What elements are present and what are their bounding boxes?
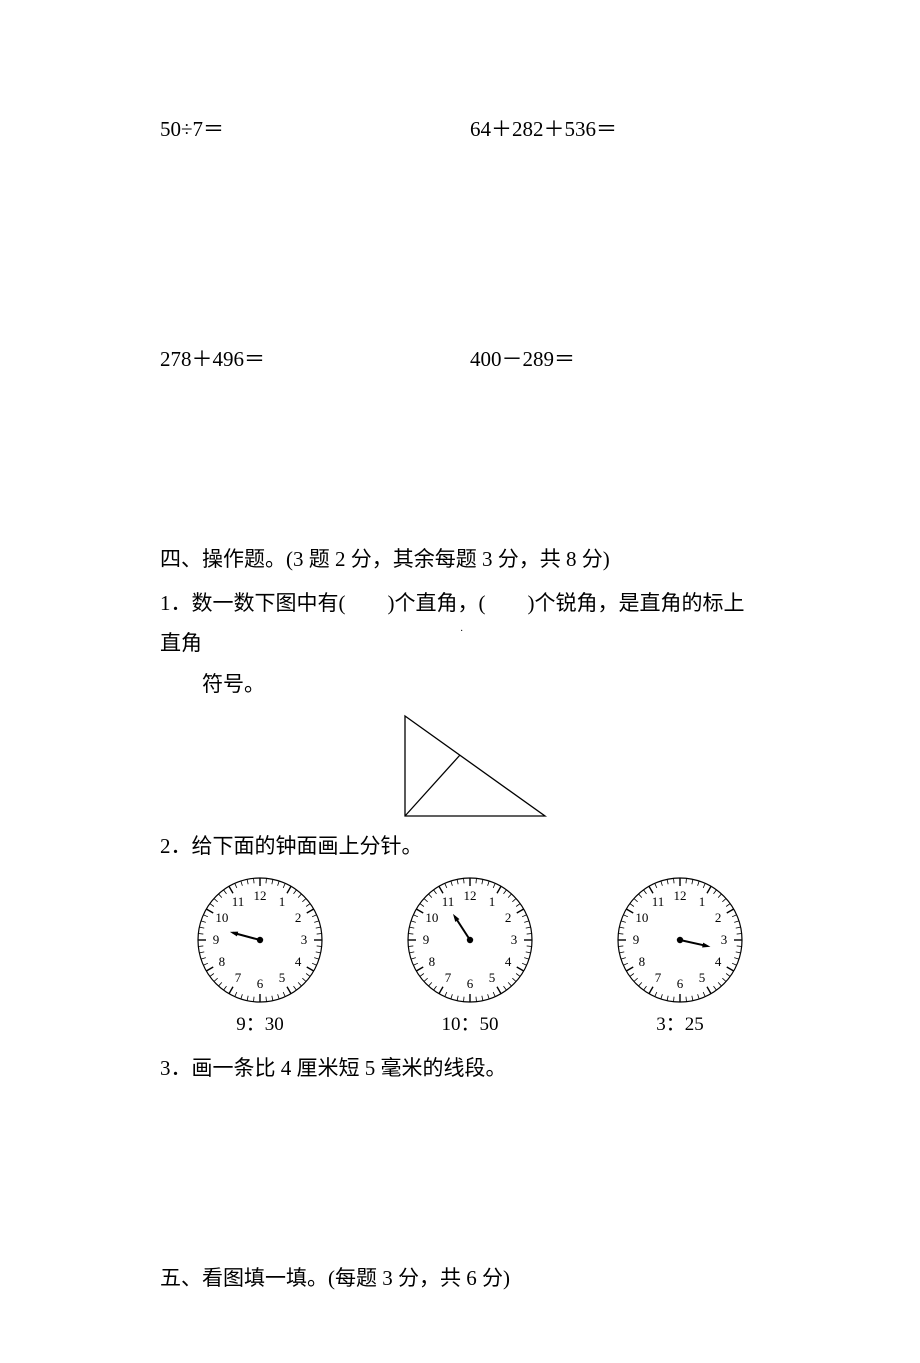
clock-1: 123456789101112 9：30 — [190, 875, 330, 1043]
svg-text:11: 11 — [442, 894, 455, 909]
svg-text:6: 6 — [467, 976, 474, 991]
svg-text:7: 7 — [235, 970, 242, 985]
svg-text:2: 2 — [715, 910, 722, 925]
svg-text:2: 2 — [295, 910, 302, 925]
svg-text:3: 3 — [301, 932, 308, 947]
svg-text:8: 8 — [429, 954, 436, 969]
svg-text:9: 9 — [633, 932, 640, 947]
clock-face-1: 123456789101112 — [190, 875, 330, 1005]
svg-text:6: 6 — [257, 976, 264, 991]
svg-text:3: 3 — [721, 932, 728, 947]
svg-text:5: 5 — [279, 970, 286, 985]
page-center-marker: · — [460, 622, 463, 641]
svg-text:1: 1 — [489, 894, 496, 909]
svg-text:10: 10 — [215, 910, 228, 925]
clock-face-2: 123456789101112 — [400, 875, 540, 1005]
clocks-row: 123456789101112 9：30 123456789101112 10：… — [190, 875, 765, 1043]
section-4-heading: 四、操作题。(3 题 2 分，其余每题 3 分，共 8 分) — [160, 540, 765, 580]
svg-text:7: 7 — [445, 970, 452, 985]
svg-text:10: 10 — [425, 910, 438, 925]
svg-text:1: 1 — [279, 894, 286, 909]
svg-text:11: 11 — [652, 894, 665, 909]
svg-text:4: 4 — [295, 954, 302, 969]
equation-2a: 278＋496＝ — [160, 340, 470, 380]
equation-1b: 64＋282＋536＝ — [470, 110, 765, 150]
svg-text:10: 10 — [635, 910, 648, 925]
svg-text:4: 4 — [715, 954, 722, 969]
svg-text:9: 9 — [213, 932, 220, 947]
clock-3: 123456789101112 3：25 — [610, 875, 750, 1043]
svg-text:5: 5 — [489, 970, 496, 985]
triangle-figure — [350, 711, 765, 821]
svg-text:3: 3 — [511, 932, 518, 947]
svg-text:5: 5 — [699, 970, 706, 985]
svg-text:8: 8 — [639, 954, 646, 969]
equation-row-1: 50÷7＝ 64＋282＋536＝ — [160, 110, 765, 150]
equation-row-2: 278＋496＝ 400－289＝ — [160, 340, 765, 380]
section-5-heading: 五、看图填一填。(每题 3 分，共 6 分) — [160, 1259, 765, 1299]
clock-label-1: 9：30 — [236, 1007, 284, 1043]
clock-label-3: 3：25 — [656, 1007, 704, 1043]
svg-text:6: 6 — [677, 976, 684, 991]
question-4-2: 2．给下面的钟面画上分针。 — [160, 827, 765, 867]
clock-2: 123456789101112 10：50 — [400, 875, 540, 1043]
svg-text:12: 12 — [254, 888, 267, 903]
svg-text:1: 1 — [699, 894, 706, 909]
question-4-3: 3．画一条比 4 厘米短 5 毫米的线段。 — [160, 1049, 765, 1089]
question-4-1-line2: 符号。 — [160, 665, 765, 705]
page-content: 50÷7＝ 64＋282＋536＝ 278＋496＝ 400－289＝ 四、操作… — [0, 0, 920, 1363]
svg-text:4: 4 — [505, 954, 512, 969]
equation-1a: 50÷7＝ — [160, 110, 470, 150]
svg-text:11: 11 — [232, 894, 245, 909]
equation-2b: 400－289＝ — [470, 340, 765, 380]
clock-label-2: 10：50 — [441, 1007, 498, 1043]
svg-text:8: 8 — [219, 954, 226, 969]
svg-text:2: 2 — [505, 910, 512, 925]
svg-text:7: 7 — [655, 970, 662, 985]
svg-text:12: 12 — [464, 888, 477, 903]
clock-face-3: 123456789101112 — [610, 875, 750, 1005]
svg-text:9: 9 — [423, 932, 430, 947]
svg-text:12: 12 — [674, 888, 687, 903]
